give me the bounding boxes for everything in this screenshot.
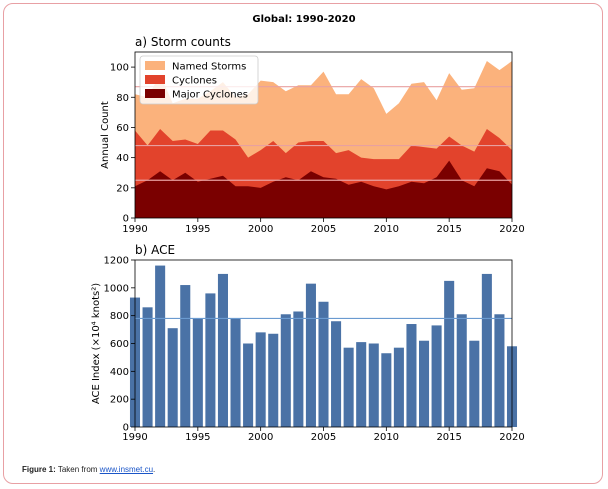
y-tick-label: 200: [110, 395, 129, 406]
x-tick-label: 2005: [311, 224, 336, 235]
bar-2018: [481, 273, 492, 427]
y-tick-label: 0: [123, 423, 129, 434]
legend-swatch-0: [145, 61, 165, 70]
y-tick-label: 800: [110, 311, 129, 322]
x-tick-label: 2010: [374, 224, 399, 235]
y-axis-label: ACE Index (×10⁴ knots²): [91, 283, 102, 404]
y-tick-label: 600: [110, 339, 129, 350]
bar-2013: [419, 340, 430, 427]
bar-2014: [431, 325, 442, 427]
bar-2006: [331, 321, 342, 427]
bar-1999: [243, 343, 254, 427]
y-tick-label: 1200: [104, 256, 129, 267]
bar-1997: [217, 273, 228, 427]
bar-2016: [456, 314, 467, 427]
figure-caption: Figure 1: Taken from www.insmet.cu.: [22, 465, 155, 474]
caption-end: .: [153, 465, 156, 474]
legend-swatch-1: [145, 75, 165, 84]
y-tick-label: 60: [116, 123, 129, 134]
bar-2010: [381, 353, 392, 427]
legend-box: [139, 55, 259, 105]
x-tick-label: 2020: [499, 224, 524, 235]
bar-2009: [368, 343, 379, 427]
caption-link[interactable]: www.insmet.cu: [99, 465, 154, 474]
legend-label-1: Cyclones: [172, 76, 217, 87]
x-tick-label: 2020: [499, 432, 524, 443]
bar-2017: [469, 340, 480, 427]
bar-2002: [280, 314, 291, 427]
bar-2000: [255, 332, 266, 427]
caption-text: Taken from: [57, 465, 98, 474]
x-tick-label: 2000: [248, 432, 273, 443]
bar-1991: [142, 307, 153, 427]
x-tick-label: 1990: [122, 224, 147, 235]
x-tick-label: 2000: [248, 224, 273, 235]
area-series-2: [135, 160, 512, 218]
bar-2008: [356, 342, 367, 427]
ace-chart: 0 200 400 600 800 1000 1200 1990 1995 2000 2005 201…: [91, 243, 525, 443]
x-tick-label: 2015: [436, 432, 461, 443]
x-tick-label: 1990: [122, 432, 147, 443]
legend: Named Storms Cyclones Major Cyclones: [139, 55, 259, 105]
legend-label-0: Named Storms: [172, 62, 246, 73]
y-tick-label: 100: [110, 63, 129, 74]
bar-2005: [318, 301, 329, 427]
figure-frame: [3, 3, 603, 484]
bar-1993: [167, 328, 178, 427]
bar-2011: [393, 347, 404, 427]
legend-label-2: Major Cyclones: [172, 90, 248, 101]
bar-1996: [205, 293, 216, 427]
bar-2015: [444, 280, 455, 428]
storm-counts-chart: 0 20 40 60 80 100 1990 1995 2000 2005 2010 2015 2020…: [100, 35, 525, 235]
x-tick-label: 2005: [311, 432, 336, 443]
bar-1998: [230, 318, 241, 427]
bar-2004: [305, 283, 316, 427]
bar-1992: [155, 265, 166, 427]
x-tick-label: 1995: [185, 432, 210, 443]
x-tick-label: 2010: [374, 432, 399, 443]
bar-1994: [180, 285, 191, 427]
bar-2007: [343, 347, 354, 427]
y-tick-label: 80: [116, 93, 129, 104]
legend-swatch-2: [145, 89, 165, 98]
x-tick-label: 1995: [185, 224, 210, 235]
y-tick-label: 400: [110, 367, 129, 378]
y-tick-label: 40: [116, 153, 129, 164]
chart-a-title: a) Storm counts: [135, 35, 231, 49]
bar-1995: [192, 318, 203, 427]
y-tick-label: 1000: [104, 283, 129, 294]
figure-title: Global: 1990-2020: [252, 14, 355, 25]
bar-2012: [406, 324, 417, 427]
bar-2001: [268, 333, 279, 427]
bar-2003: [293, 311, 304, 427]
y-axis-label: Annual Count: [100, 101, 111, 169]
caption-label: Figure 1:: [22, 465, 56, 474]
chart-b-title: b) ACE: [135, 243, 175, 257]
y-tick-label: 20: [116, 183, 129, 194]
y-tick-label: 0: [123, 214, 129, 225]
x-tick-label: 2015: [436, 224, 461, 235]
bar-2019: [494, 314, 505, 427]
